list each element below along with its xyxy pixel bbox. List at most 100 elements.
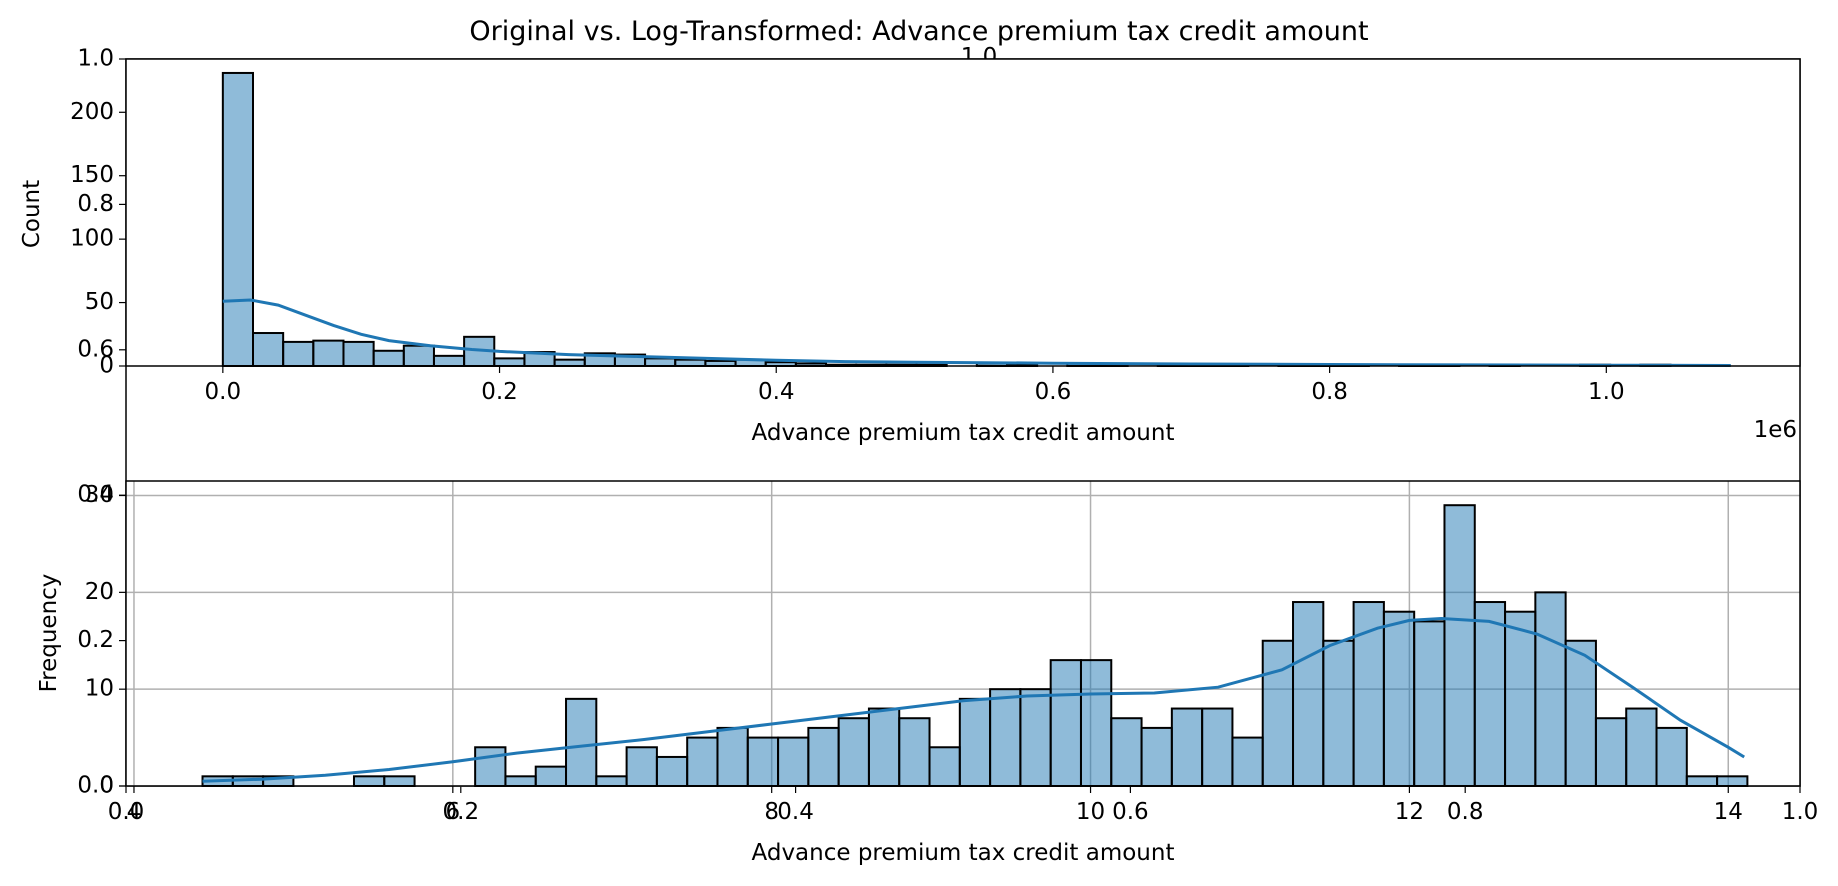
- original-y-tick-label: 200: [70, 99, 114, 125]
- log-histogram-bar: [504, 775, 537, 787]
- log-x-axis-label: Advance premium tax credit amount: [752, 840, 1175, 866]
- log-histogram-bar: [746, 736, 780, 787]
- log-histogram-bar: [958, 697, 992, 787]
- log-x-tick-label: 14: [1714, 799, 1743, 825]
- figure-title: Original vs. Log-Transformed: Advance pr…: [469, 16, 1368, 47]
- log-y-tick-label: 0: [99, 773, 114, 799]
- log-panel-frame: [125, 480, 1801, 787]
- original-x-tick-label: 0.0: [205, 379, 242, 405]
- original-y-tick-label: 0: [99, 353, 114, 379]
- log-histogram-bar: [1231, 736, 1264, 787]
- original-x-tick-label: 1.0: [1588, 379, 1625, 405]
- original-histogram-bar: [644, 357, 677, 367]
- log-histogram-bar: [1322, 639, 1355, 787]
- log-x-tick-label: 4: [127, 799, 142, 825]
- background-x-tick-label: 0.8: [1447, 799, 1484, 825]
- log-histogram-bar: [867, 707, 901, 787]
- log-histogram-bar: [1140, 726, 1173, 788]
- original-y-tick-label: 50: [85, 289, 114, 315]
- original-histogram-bar: [493, 357, 526, 367]
- log-histogram-panel: 4 6 8 10 12 14 0 10 20 30 Advance premium tax cr…: [36, 480, 1801, 866]
- background-x-tick-label: 0.0: [108, 799, 145, 825]
- background-y-tick-label: 1.0: [77, 46, 114, 72]
- background-x-tick-label: 0.6: [1112, 799, 1149, 825]
- log-histogram-bar: [1685, 775, 1719, 787]
- log-x-tick-label: 10: [1076, 799, 1105, 825]
- log-histogram-bar: [1413, 620, 1446, 788]
- log-histogram-bar: [1352, 601, 1385, 787]
- original-histogram-bar: [312, 339, 345, 368]
- log-histogram-bar: [565, 697, 598, 787]
- log-histogram-bar: [1079, 659, 1113, 788]
- log-y-ticks: 0 10 20 30: [85, 482, 126, 799]
- log-x-ticks: 4 6 8 10 12 14: [127, 786, 1743, 825]
- log-histogram-bar: [716, 726, 749, 788]
- log-histogram-bar: [1625, 707, 1658, 787]
- original-panel-background: [126, 59, 1800, 366]
- original-x-tick-label: 0.6: [1035, 379, 1072, 405]
- original-x-tick-label: 0.8: [1311, 379, 1348, 405]
- log-x-tick-label: 12: [1395, 799, 1424, 825]
- original-histogram-bar: [432, 354, 466, 367]
- original-histogram-bar: [342, 340, 375, 368]
- log-histogram-bar: [383, 775, 416, 787]
- log-histogram-bar: [352, 775, 386, 787]
- log-histogram-bar: [625, 746, 658, 787]
- log-histogram-bar: [1110, 717, 1143, 788]
- original-x-tick-label: 0.2: [481, 379, 518, 405]
- background-x-tick-label: 0.4: [777, 799, 814, 825]
- original-x-ticks: 0.0 0.2 0.4 0.6 0.8 1.0: [205, 366, 1625, 405]
- log-y-axis-label: Frequency: [36, 574, 62, 693]
- log-histogram-bar: [595, 775, 628, 787]
- background-y-tick-label: 0.2: [77, 627, 114, 653]
- log-kde-line: [202, 616, 1745, 783]
- original-histogram-bar: [252, 332, 285, 368]
- original-histogram-bar: [372, 349, 405, 367]
- log-histogram-bar: [1504, 610, 1537, 788]
- log-histogram-bar: [1049, 659, 1082, 788]
- log-histogram-bar: [1201, 707, 1234, 787]
- log-histogram-bar: [474, 746, 507, 787]
- log-histogram-bar: [898, 717, 931, 788]
- original-histogram-bar: [553, 358, 586, 367]
- original-y-ticks: 0 50 100 150 200: [70, 99, 126, 379]
- original-y-axis-label: Count: [19, 180, 45, 248]
- original-histogram-panel: 0.0 0.2 0.4 0.6 0.8 1.0 0 50 100 150 200 Advance …: [19, 58, 1801, 446]
- log-x-tick-label: 8: [764, 799, 779, 825]
- log-histogram-bar: [1564, 639, 1597, 787]
- original-y-tick-label: 150: [70, 162, 114, 188]
- background-y-tick-label: 0.0: [77, 773, 114, 799]
- original-x-offset-label: 1e6: [1754, 417, 1797, 443]
- background-x-tick-label: 1.0: [1782, 799, 1819, 825]
- log-histogram-bar: [1473, 601, 1507, 787]
- background-y-tick-label: 0.4: [77, 482, 114, 508]
- log-histogram-bar: [989, 688, 1022, 788]
- log-histogram-bar: [534, 765, 568, 788]
- log-y-tick-label: 30: [85, 482, 114, 508]
- original-x-tick-label: 0.4: [758, 379, 795, 405]
- log-x-tick-label: 6: [446, 799, 461, 825]
- log-histogram-bar: [1382, 610, 1416, 788]
- background-x-ticks: 0.0 0.2 0.4 0.6 0.8 1.0: [108, 786, 1819, 825]
- background-x-tick-label: 0.2: [443, 799, 480, 825]
- log-histogram-bar: [655, 755, 689, 788]
- log-histogram-bar: [807, 726, 840, 788]
- log-histogram-bar: [1170, 707, 1204, 787]
- log-histogram-bar: [1019, 688, 1052, 788]
- background-y-tick-label: 0.6: [77, 336, 114, 362]
- log-y-tick-label: 10: [85, 676, 114, 702]
- original-histogram-bar: [674, 358, 707, 367]
- log-histogram-bar: [1261, 639, 1295, 787]
- original-y-tick-label: 100: [70, 226, 114, 252]
- log-histogram-bar: [1594, 717, 1628, 788]
- original-histogram-bar: [704, 359, 737, 368]
- log-histogram-bar: [1716, 775, 1749, 787]
- background-y-tick-label: 0.8: [77, 191, 114, 217]
- log-histogram-bar: [837, 717, 870, 788]
- log-histogram-bar: [1534, 591, 1567, 787]
- log-histogram-bar: [1655, 726, 1688, 788]
- log-histogram-bar: [777, 736, 810, 787]
- background-y-ticks: 0.0 0.2 0.4 0.6 0.8 1.0: [77, 46, 126, 799]
- log-histogram-bar: [1292, 601, 1325, 787]
- original-kde-line: [222, 298, 1731, 367]
